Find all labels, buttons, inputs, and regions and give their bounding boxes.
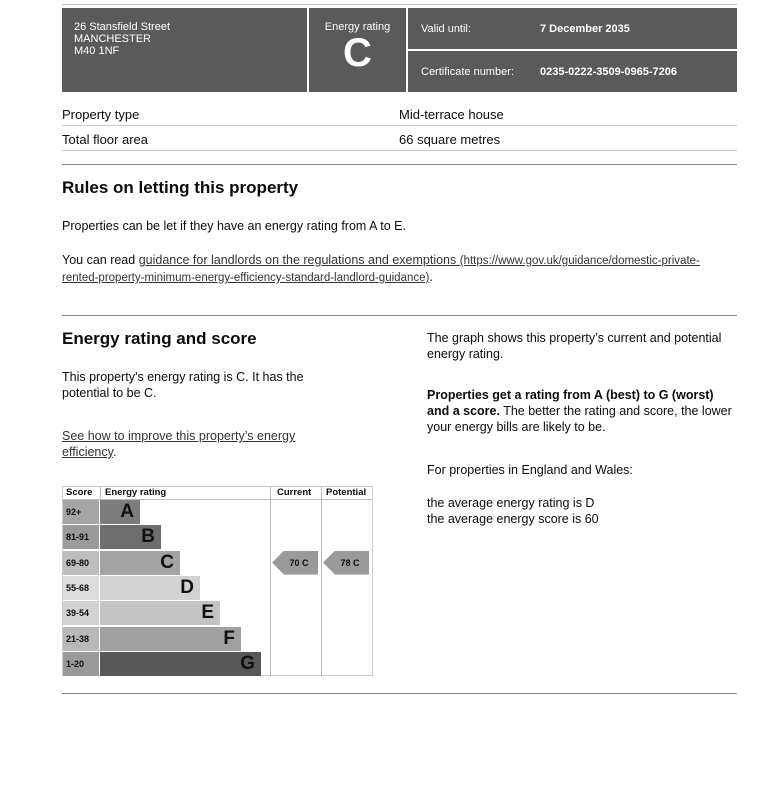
average-rating: the average energy rating is D [427,496,595,510]
valid-until-label: Valid until: [421,23,471,35]
improve-link[interactable]: See how to improve this property’s energ… [62,429,296,459]
band-bar-d: D [100,575,200,600]
energy-rating-chart: Score Energy rating Current Potential 92… [62,486,373,677]
band-bar-g: G [100,651,261,676]
header-potential: Potential [326,487,367,498]
property-value: 66 square metres [399,132,501,147]
band-bar-c: C [100,550,180,575]
graph-text: The graph shows this property’s current … [427,331,722,361]
property-row: Property type Mid-terrace house [62,101,737,126]
certificate-number: 0235-0222-3509-0965-7206 [540,66,678,78]
band-score-g: 1-20 [63,651,99,676]
band-score-b: 81-91 [63,525,99,550]
energy-text: This property’s energy rating is C. It h… [62,370,304,400]
energy-rating-value: C [343,31,372,75]
band-score-f: 21-38 [63,626,99,651]
divider [321,487,322,677]
guidance-suffix: . [429,270,433,284]
address-cell: 26 Stansfield Street MANCHESTER M40 1NF [62,8,307,92]
potential-rating-arrow: 78 C [323,550,369,575]
header-current: Current [277,487,312,498]
improve-suffix: . [112,445,117,459]
rating-explainer: Properties get a rating from A (best) to… [427,387,732,435]
guidance-prefix: You can read [62,253,139,267]
band-bar-b: B [100,525,161,550]
guidance-link-url[interactable]: (https://www.gov.uk/guidance/domestic-pr… [62,255,700,284]
band-score-d: 55-68 [63,575,99,600]
band-bar-a: A [100,500,140,524]
property-row: Total floor area 66 square metres [62,126,737,151]
property-value: Mid-terrace house [399,107,504,122]
header-score: Score [66,487,93,498]
address-line: 26 Stansfield Street [74,21,171,33]
address-line: M40 1NF [74,45,120,57]
divider [62,693,737,694]
valid-until-cell: Valid until: 7 December 2035 [408,8,737,49]
guidance-link[interactable]: guidance for landlords on the regulation… [62,253,700,284]
property-label: Total floor area [62,132,148,147]
average-score: the average energy score is 60 [427,512,599,526]
band-bar-e: E [100,601,220,626]
band-score-c: 69-80 [63,550,99,575]
letting-text: Properties can be let if they have an en… [62,219,406,233]
valid-until-value: 7 December 2035 [540,23,630,35]
band-score-a: 92+ [63,500,99,524]
rating-explainer-bold: Properties get a rating from A (best) to… [427,388,714,418]
divider [100,487,101,499]
current-rating-arrow: 70 C [272,550,318,575]
certificate-label: Certificate number: [421,66,514,78]
divider [62,4,737,5]
energy-rating-cell: Energy rating C [309,8,406,92]
property-label: Property type [62,107,140,122]
address-line: MANCHESTER [74,33,152,45]
energy-rating-label: Energy rating [324,21,391,33]
certificate-cell: Certificate number: 0235-0222-3509-0965-… [408,51,737,92]
energy-title: Energy rating and score [62,329,257,348]
divider [270,487,271,677]
rating-explainer-rest: The better the rating and score, the low… [427,404,732,434]
letting-guidance: You can read guidance for landlords on t… [62,252,722,286]
divider [62,164,737,165]
guidance-link-text[interactable]: guidance for landlords on the regulation… [138,253,457,267]
band-bar-f: F [100,626,241,651]
header-energy-rating: Energy rating [105,487,167,498]
divider [63,499,372,500]
improve-paragraph: See how to improve this property’s energ… [62,428,337,460]
divider [62,315,737,316]
england-wales-text: For properties in England and Wales: [427,463,633,477]
band-score-e: 39-54 [63,601,99,626]
letting-title: Rules on letting this property [62,178,299,197]
